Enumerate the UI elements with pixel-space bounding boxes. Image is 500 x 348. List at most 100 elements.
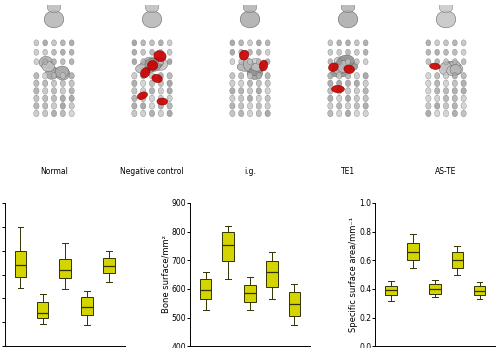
Ellipse shape	[238, 58, 244, 65]
PathPatch shape	[408, 243, 419, 261]
Ellipse shape	[240, 11, 260, 28]
Ellipse shape	[230, 110, 235, 117]
Ellipse shape	[42, 61, 54, 72]
PathPatch shape	[452, 252, 463, 268]
Ellipse shape	[145, 58, 161, 71]
Ellipse shape	[52, 80, 57, 87]
Ellipse shape	[42, 72, 48, 79]
Ellipse shape	[42, 58, 48, 65]
Ellipse shape	[150, 72, 154, 79]
Ellipse shape	[238, 40, 244, 46]
Ellipse shape	[60, 80, 66, 87]
Ellipse shape	[452, 88, 458, 94]
Ellipse shape	[336, 88, 342, 94]
Ellipse shape	[69, 103, 74, 109]
PathPatch shape	[37, 302, 48, 318]
Ellipse shape	[167, 110, 172, 117]
Ellipse shape	[354, 95, 360, 102]
Ellipse shape	[461, 110, 466, 117]
Ellipse shape	[256, 95, 262, 102]
Ellipse shape	[69, 80, 74, 87]
Ellipse shape	[158, 58, 164, 65]
Ellipse shape	[52, 58, 57, 65]
Ellipse shape	[461, 80, 466, 87]
Ellipse shape	[452, 40, 458, 46]
Ellipse shape	[140, 49, 145, 55]
Ellipse shape	[39, 56, 52, 68]
Ellipse shape	[346, 80, 350, 87]
Ellipse shape	[150, 88, 154, 94]
Ellipse shape	[265, 95, 270, 102]
Ellipse shape	[142, 11, 162, 28]
Ellipse shape	[430, 63, 440, 69]
Ellipse shape	[248, 80, 252, 87]
Ellipse shape	[328, 103, 333, 109]
Ellipse shape	[448, 61, 460, 71]
Ellipse shape	[426, 95, 431, 102]
Ellipse shape	[363, 80, 368, 87]
Ellipse shape	[336, 110, 342, 117]
Ellipse shape	[346, 40, 350, 46]
Ellipse shape	[42, 40, 48, 46]
Ellipse shape	[140, 58, 145, 65]
Ellipse shape	[363, 58, 368, 65]
PathPatch shape	[244, 285, 256, 302]
Ellipse shape	[461, 95, 466, 102]
Ellipse shape	[426, 80, 431, 87]
Ellipse shape	[230, 49, 235, 55]
Ellipse shape	[354, 80, 360, 87]
Ellipse shape	[363, 40, 368, 46]
Ellipse shape	[42, 95, 48, 102]
Ellipse shape	[346, 49, 350, 55]
Ellipse shape	[363, 72, 368, 79]
Ellipse shape	[132, 58, 137, 65]
Ellipse shape	[336, 49, 342, 55]
Ellipse shape	[69, 49, 74, 55]
Ellipse shape	[434, 58, 440, 65]
Ellipse shape	[154, 57, 163, 68]
Ellipse shape	[230, 103, 235, 109]
Ellipse shape	[34, 95, 39, 102]
Ellipse shape	[452, 72, 458, 79]
Ellipse shape	[238, 103, 244, 109]
Ellipse shape	[34, 72, 39, 79]
Ellipse shape	[354, 72, 360, 79]
Ellipse shape	[148, 61, 158, 70]
Ellipse shape	[328, 49, 333, 55]
Ellipse shape	[354, 103, 360, 109]
Ellipse shape	[336, 72, 342, 79]
PathPatch shape	[81, 297, 92, 315]
Ellipse shape	[167, 95, 172, 102]
Ellipse shape	[42, 80, 48, 87]
Ellipse shape	[332, 85, 344, 93]
Ellipse shape	[140, 110, 146, 117]
Ellipse shape	[158, 95, 164, 102]
Ellipse shape	[34, 58, 39, 65]
Ellipse shape	[246, 58, 260, 68]
Ellipse shape	[248, 58, 252, 65]
Ellipse shape	[60, 58, 66, 65]
Ellipse shape	[461, 88, 466, 94]
Ellipse shape	[346, 103, 350, 109]
Ellipse shape	[157, 98, 168, 105]
Ellipse shape	[256, 80, 262, 87]
Ellipse shape	[60, 95, 66, 102]
Ellipse shape	[336, 40, 342, 46]
Ellipse shape	[260, 60, 268, 71]
Ellipse shape	[52, 95, 57, 102]
Ellipse shape	[248, 103, 252, 109]
Ellipse shape	[69, 72, 74, 79]
Ellipse shape	[330, 69, 348, 77]
Ellipse shape	[154, 50, 166, 62]
Ellipse shape	[69, 88, 74, 94]
Ellipse shape	[140, 80, 146, 87]
Ellipse shape	[238, 95, 244, 102]
Ellipse shape	[328, 110, 333, 117]
Ellipse shape	[256, 103, 262, 109]
Ellipse shape	[69, 110, 74, 117]
Ellipse shape	[452, 58, 458, 65]
Ellipse shape	[152, 57, 168, 70]
Ellipse shape	[140, 103, 146, 109]
Ellipse shape	[132, 110, 137, 117]
Ellipse shape	[426, 103, 431, 109]
